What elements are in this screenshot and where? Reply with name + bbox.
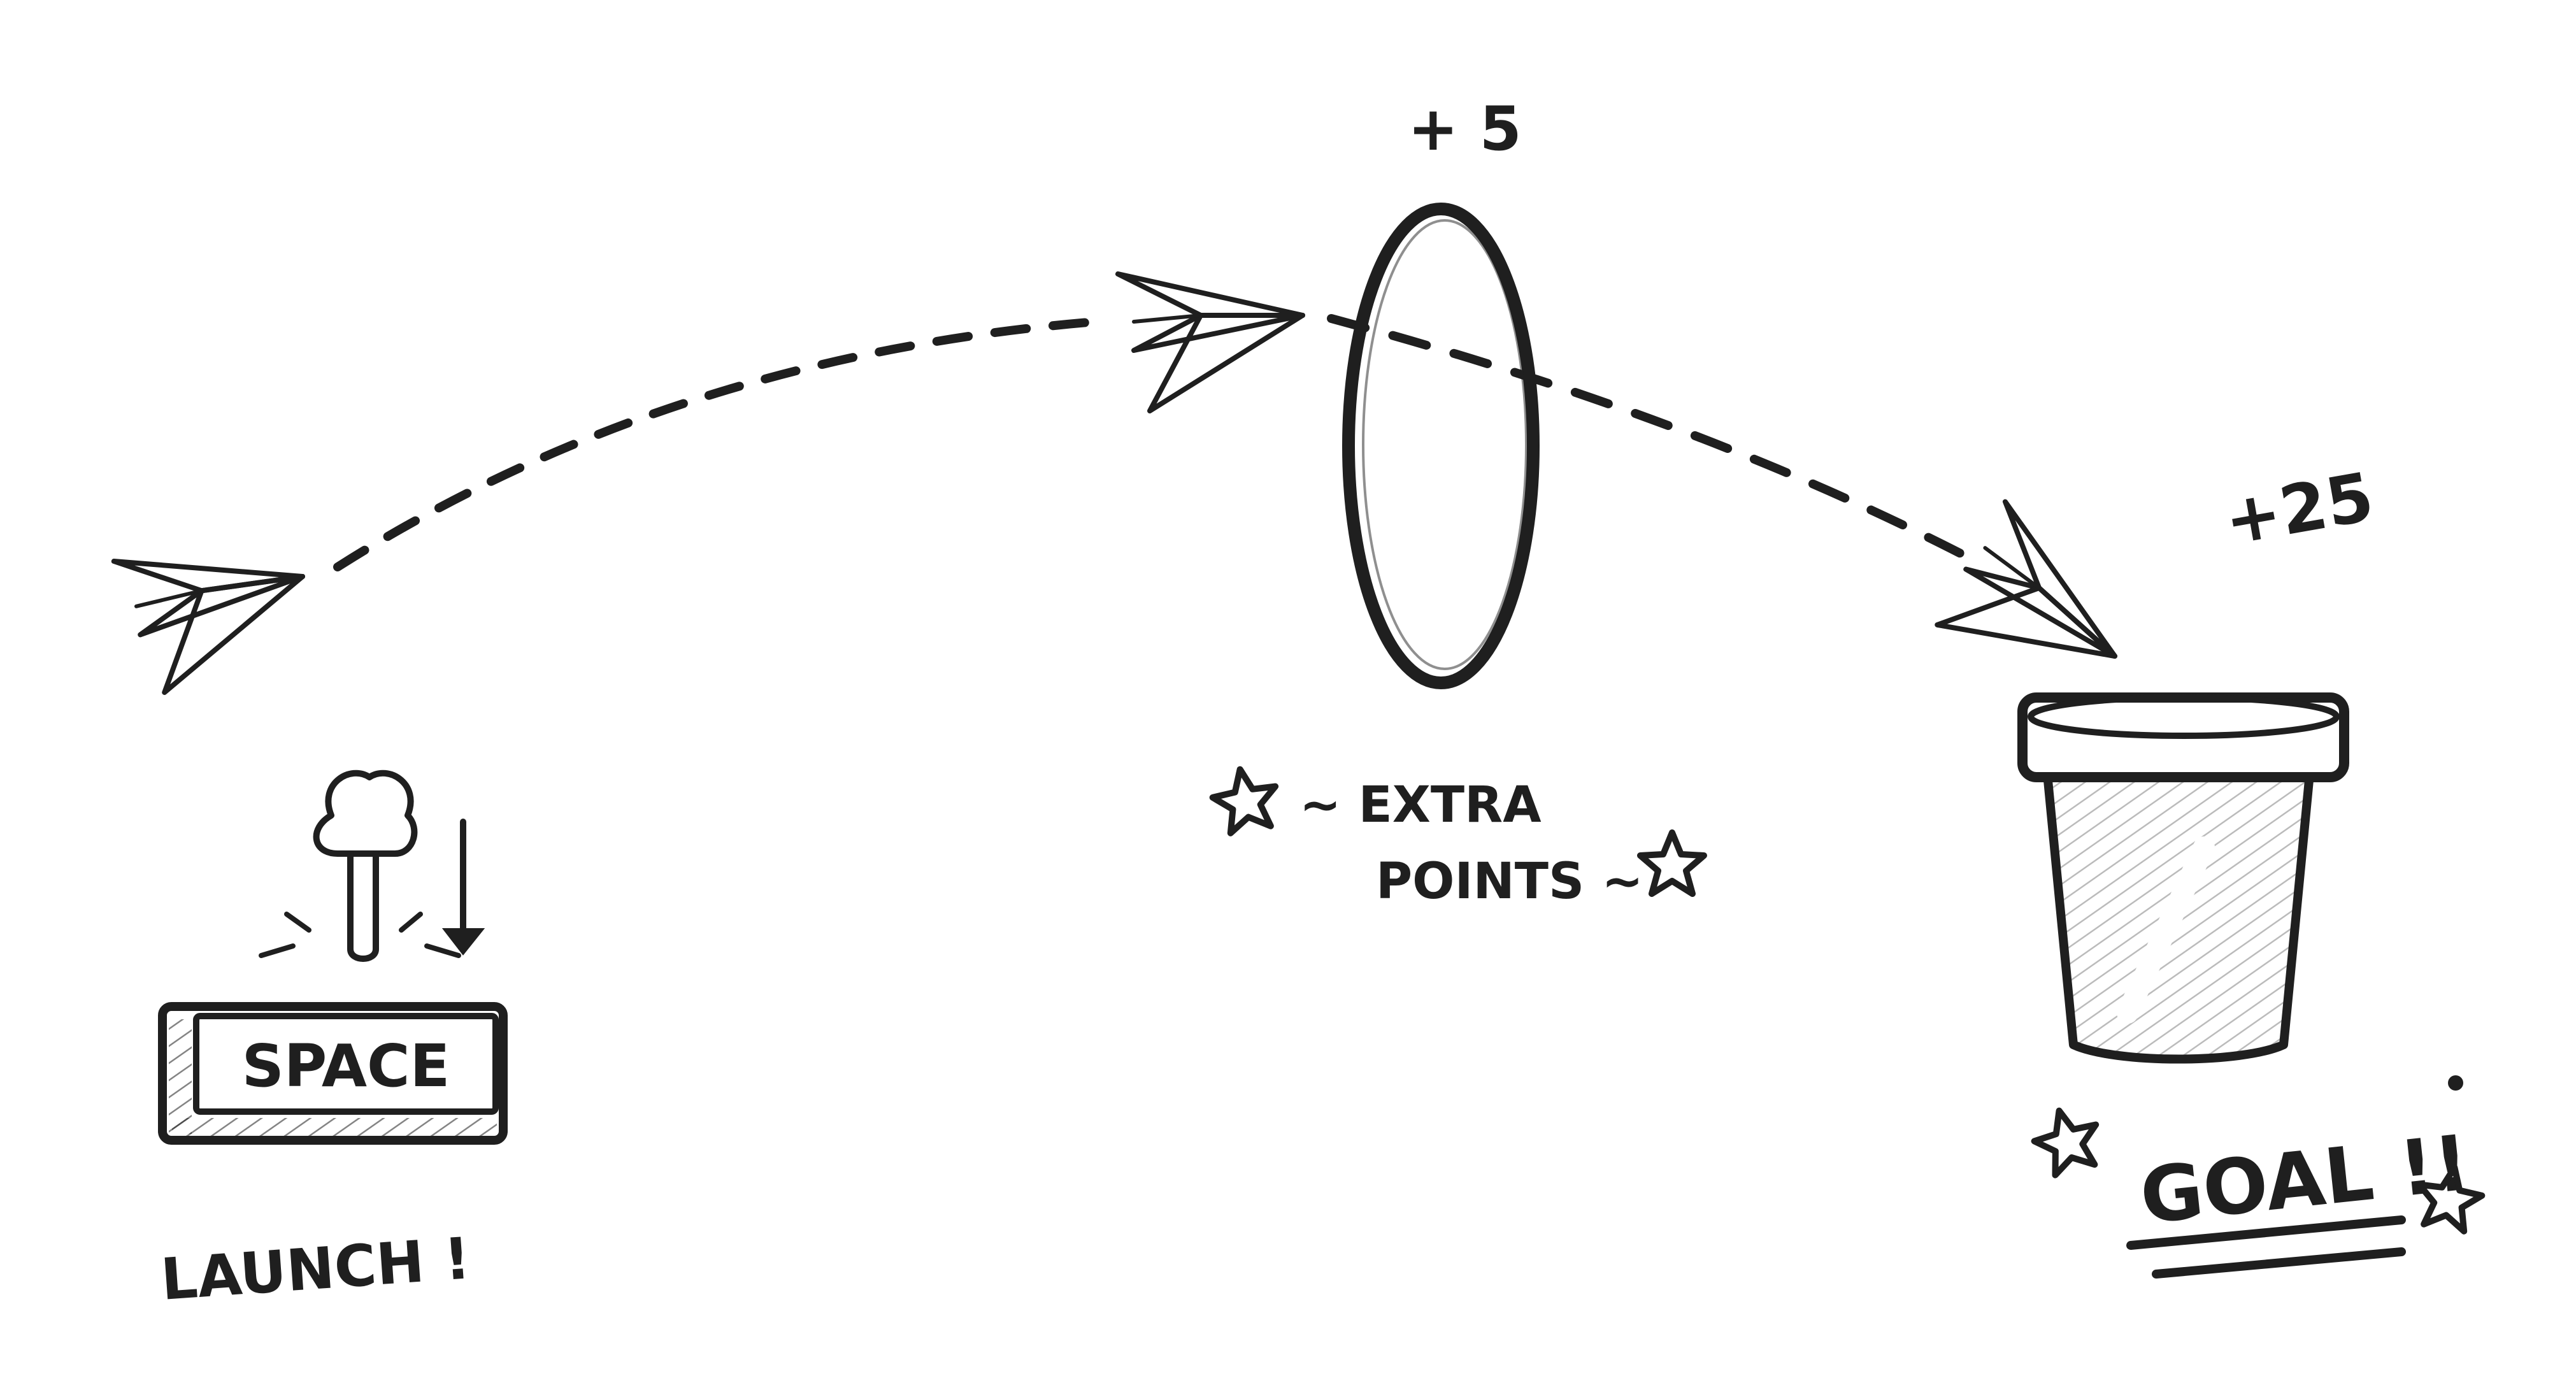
star-icon (1208, 764, 1282, 835)
star-icon (1640, 833, 1704, 894)
paper-plane-icon (114, 536, 316, 697)
launch-caption: LAUNCH ! (159, 1225, 473, 1314)
extra-points-line2: POINTS ~ (1376, 853, 1643, 910)
paper-plane-icon (1118, 274, 1303, 411)
space-key: SPACE (158, 1002, 508, 1145)
goal-caption: GOAL !! (2028, 1075, 2486, 1279)
cup-bonus-label: +25 (2219, 458, 2379, 561)
dot-mark (2448, 1075, 2463, 1091)
cup-icon (2017, 692, 2349, 1064)
down-arrow-icon (441, 819, 485, 956)
star-icon (2028, 1103, 2105, 1179)
finger-press-icon (259, 770, 461, 962)
flight-path (333, 314, 1966, 571)
ring-icon (1342, 203, 1540, 689)
ring-bonus-label: + 5 (1408, 94, 1522, 164)
space-key-label: SPACE (242, 1032, 450, 1100)
extra-points-caption: ~ EXTRA POINTS ~ (1208, 764, 1704, 910)
extra-points-line1: ~ EXTRA (1299, 777, 1542, 834)
